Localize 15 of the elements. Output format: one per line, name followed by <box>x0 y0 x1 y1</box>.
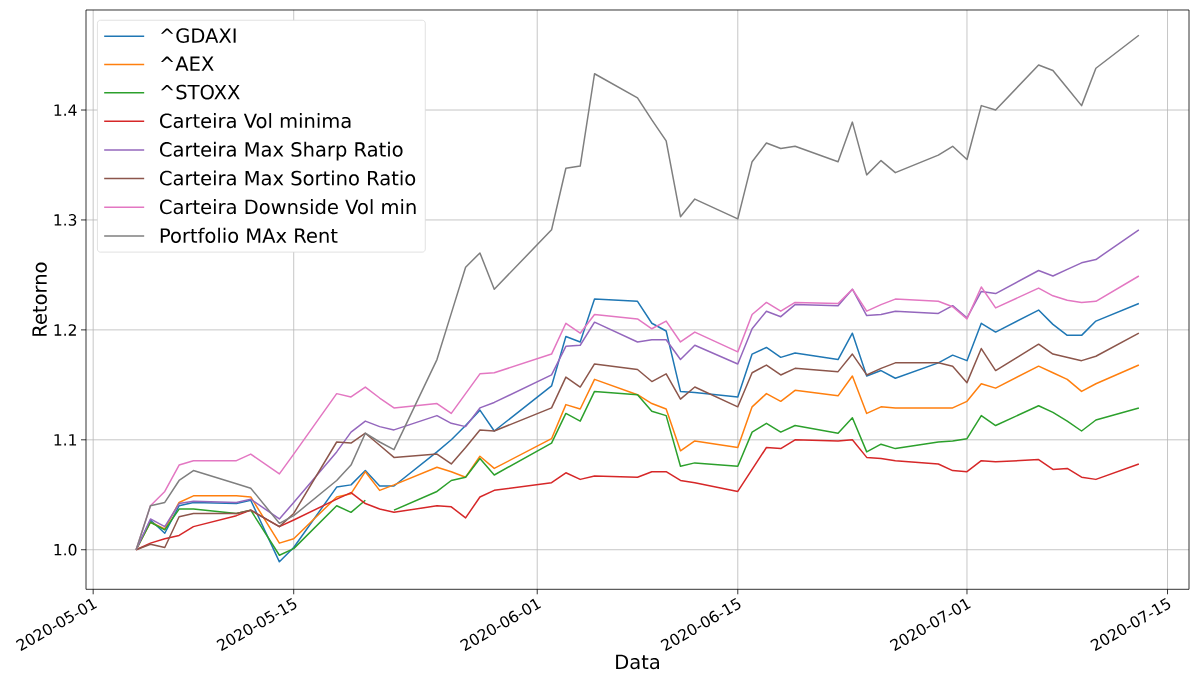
y-tick-label: 1.0 <box>54 543 77 556</box>
y-tick-label: 1.4 <box>54 104 77 116</box>
legend-label: Carteira Max Sortino Ratio <box>160 170 416 186</box>
legend-label: Carteira Downside Vol min <box>160 199 416 215</box>
legend-label: Portfolio MAx Rent <box>160 227 338 243</box>
x-axis-title: Data <box>616 654 660 670</box>
y-tick-label: 1.1 <box>54 434 77 446</box>
legend-label: ^AEX <box>160 56 214 71</box>
legend-label: Carteira Vol minima <box>160 113 351 129</box>
y-tick-label: 1.3 <box>54 214 77 226</box>
legend-label: Carteira Max Sharp Ratio <box>160 141 403 161</box>
legend-label: ^STOXX <box>160 84 240 100</box>
y-tick-label: 1.2 <box>54 324 76 336</box>
y-axis-title: Retorno <box>32 262 47 336</box>
legend-label: ^GDAXI <box>160 28 236 43</box>
